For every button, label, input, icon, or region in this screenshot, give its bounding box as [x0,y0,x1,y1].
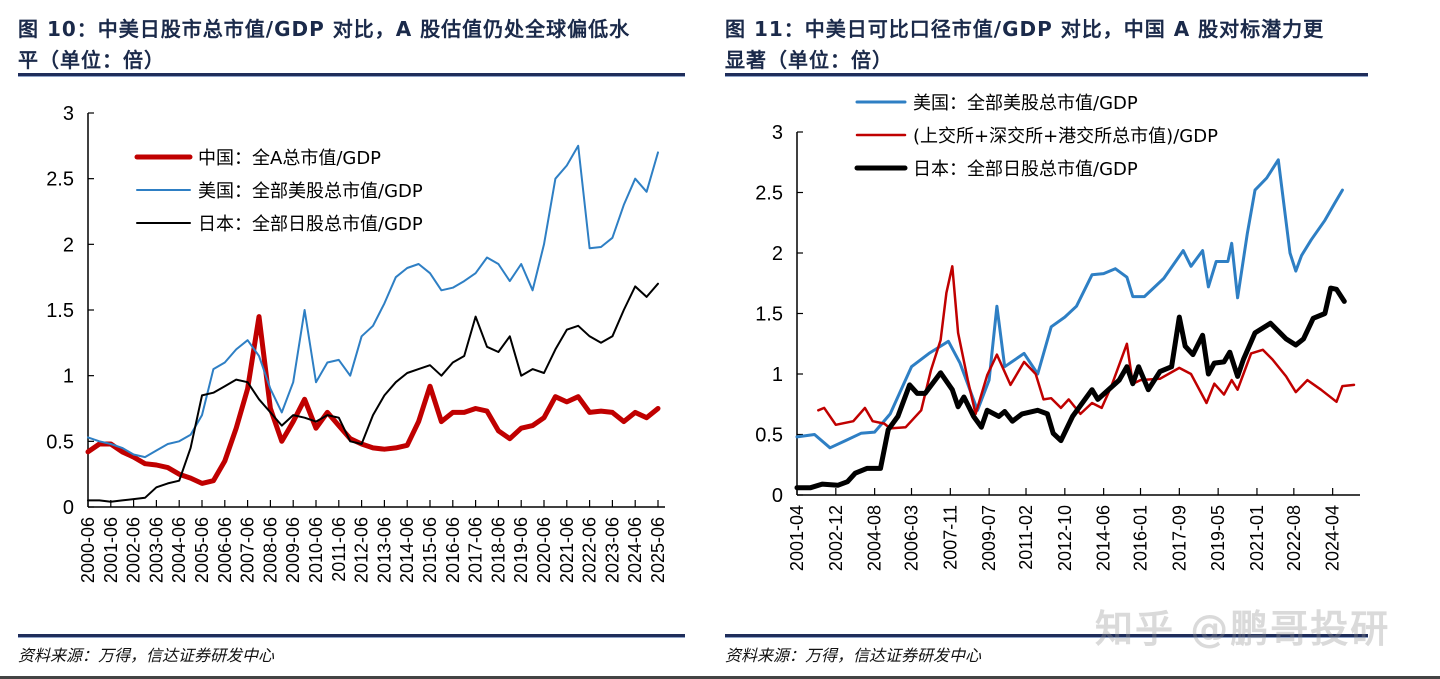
left-source-note: 资料来源：万得，信达证券研发中心 [18,646,275,665]
y-tick-label: 0.5 [46,431,74,453]
x-tick-label: 2022-06 [580,517,600,583]
series-line-3 [794,285,1347,491]
right-chart-title: 图 11：中美日可比口径市值/GDP 对比，中国 A 股对标潜力更 显著（单位：… [725,14,1324,76]
y-tick-label: 2 [772,243,783,265]
chart-1: 0 0.5 1 1.5 2 2.5 3 2000-06 2001-06 2002-06 2003-0… [46,103,668,583]
y-tick-label: 0.5 [755,425,783,447]
y-tick-label: 1.5 [755,304,783,326]
x-tick-label: 2024-04 [1323,505,1343,571]
x-tick-label: 2019-06 [511,517,531,583]
chart-2: 0 0.5 1 1.5 2 2.5 3 2001-04 2002-12 2004-08 2006-0… [755,93,1360,571]
left-title-rule [18,73,685,77]
legend-label: (上交所+深交所+港交所总市值)/GDP [913,126,1218,147]
y-tick-label: 2.5 [46,169,74,191]
left-footer-rule [18,634,685,638]
x-tick-label: 2006-06 [215,517,235,583]
series-line-1 [85,314,661,486]
x-tick-label: 2014-06 [1094,505,1114,571]
y-tick-label: 3 [63,103,74,125]
x-tick-label: 2024-06 [625,517,645,583]
x-tick-label: 2004-06 [169,517,189,583]
x-tick-label: 2013-06 [374,517,394,583]
y-tick-label: 2.5 [755,183,783,205]
series-line-1 [795,158,1344,450]
x-tick-label: 2005-06 [192,517,212,583]
x-tick-label: 2002-06 [124,517,144,583]
series-line-2 [817,265,1356,430]
x-tick-label: 2002-12 [826,505,846,571]
x-tick-label: 2009-07 [979,505,999,571]
x-tick-label: 2021-06 [557,517,577,583]
y-tick-label: 0 [772,485,783,507]
x-tick-label: 2007-11 [940,505,960,570]
x-tick-label: 2006-03 [902,505,922,571]
x-tick-label: 2009-06 [283,517,303,583]
x-tick-label: 2025-06 [648,517,668,583]
y-tick-label: 1.5 [46,300,74,322]
x-tick-label: 2003-06 [146,517,166,583]
legend-label: 日本：全部日股总市值/GDP [198,214,423,235]
bottom-border [0,676,1440,679]
x-tick-label: 2010-06 [306,517,326,583]
x-tick-label: 2008-06 [260,517,280,583]
x-tick-label: 2011-06 [329,517,349,582]
legend-label: 美国：全部美股总市值/GDP [198,181,423,202]
right-title-line1: 图 11：中美日可比口径市值/GDP 对比，中国 A 股对标潜力更 [725,17,1325,41]
y-tick-label: 1 [63,366,74,388]
legend-label: 美国：全部美股总市值/GDP [913,93,1138,114]
x-tick-label: 2021-01 [1247,505,1267,571]
x-tick-label: 2019-05 [1208,505,1228,571]
right-footer-rule [725,634,1368,638]
y-tick-label: 2 [63,234,74,256]
watermark: 知乎 @鹏哥投研 [1095,607,1391,651]
right-title-line2: 显著（单位：倍） [725,48,893,72]
y-tick-label: 1 [772,364,783,386]
left-title-line1: 图 10：中美日股市总市值/GDP 对比，A 股估值仍处全球偏低水 [18,17,631,41]
x-tick-label: 2001-04 [787,505,807,571]
x-tick-label: 2012-06 [352,517,372,583]
left-title-line2: 平（单位：倍） [18,48,165,72]
left-chart-title: 图 10：中美日股市总市值/GDP 对比，A 股估值仍处全球偏低水 平（单位：倍… [18,14,630,76]
x-tick-label: 2022-08 [1284,505,1304,571]
x-tick-label: 2014-06 [397,517,417,583]
x-tick-label: 2012-10 [1055,505,1075,571]
y-tick-label: 0 [63,497,74,519]
right-title-rule [725,73,1368,77]
x-tick-label: 2000-06 [78,517,98,583]
legend-label: 日本：全部日股总市值/GDP [913,159,1138,180]
series-line-3 [87,282,659,503]
x-tick-label: 2015-06 [420,517,440,583]
series-line-2 [87,144,659,459]
x-tick-label: 2011-02 [1016,505,1036,570]
x-tick-label: 2007-06 [238,517,258,583]
x-tick-label: 2001-06 [101,517,121,583]
x-tick-label: 2017-06 [466,517,486,583]
x-tick-label: 2016-06 [443,517,463,583]
x-tick-label: 2004-08 [865,505,885,571]
x-tick-label: 2017-09 [1169,505,1189,571]
right-source-note: 资料来源：万得，信达证券研发中心 [725,646,982,665]
x-tick-label: 2023-06 [602,517,622,583]
legend-label: 中国：全A总市值/GDP [198,148,381,169]
x-tick-label: 2020-06 [534,517,554,583]
x-tick-label: 2016-01 [1131,505,1151,571]
y-tick-label: 3 [772,122,783,144]
x-tick-label: 2018-06 [488,517,508,583]
